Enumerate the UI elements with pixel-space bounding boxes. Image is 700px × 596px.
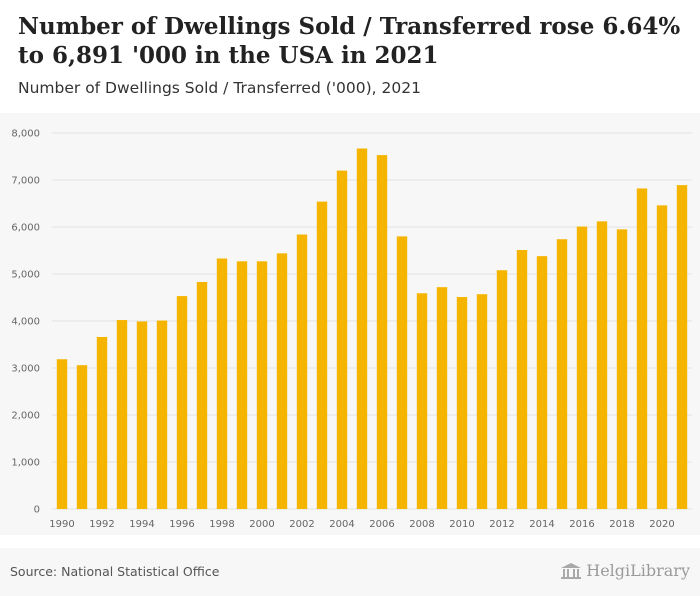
bar-1993[interactable] xyxy=(116,320,128,509)
bar-2007[interactable] xyxy=(396,236,408,509)
x-tick-label: 2010 xyxy=(449,519,474,530)
bar-1997[interactable] xyxy=(196,281,208,509)
y-tick-label: 0 xyxy=(34,505,40,516)
library-building-icon xyxy=(561,562,582,579)
y-tick-label: 7,000 xyxy=(11,176,40,187)
x-tick-label: 1994 xyxy=(129,519,154,530)
x-tick-label: 2006 xyxy=(369,519,394,530)
bar-1999[interactable] xyxy=(236,261,248,509)
bar-2017[interactable] xyxy=(596,221,608,510)
bar-2019[interactable] xyxy=(636,188,648,509)
x-tick-label: 2008 xyxy=(409,519,434,530)
y-axis-labels: 0 1,000 2,000 3,000 4,000 5,000 6,000 7,000 8,00… xyxy=(11,129,40,516)
bar-2012[interactable] xyxy=(496,270,508,509)
x-tick-label: 1998 xyxy=(209,519,234,530)
x-tick-label: 2016 xyxy=(569,519,594,530)
y-tick-label: 2,000 xyxy=(11,411,40,422)
bar-2002[interactable] xyxy=(296,234,308,509)
bar-1992[interactable] xyxy=(96,336,108,509)
bar-2005[interactable] xyxy=(356,148,368,509)
bar-2020[interactable] xyxy=(656,205,668,509)
x-tick-label: 2004 xyxy=(329,519,354,530)
x-tick-label: 2002 xyxy=(289,519,314,530)
bar-1996[interactable] xyxy=(176,296,188,509)
source-note: Source: National Statistical Office xyxy=(10,564,220,579)
bar-2008[interactable] xyxy=(416,293,428,509)
bar-chart: 0 1,000 2,000 3,000 4,000 5,000 6,000 7,000 8,00… xyxy=(11,129,692,530)
x-axis-labels: 1990 1992 1994 1996 1998 2000 2002 2004 2006 2008… xyxy=(49,519,674,530)
page-title: Number of Dwellings Sold / Transferred r… xyxy=(18,13,681,69)
bar-2004[interactable] xyxy=(336,170,348,509)
x-tick-label: 2000 xyxy=(249,519,274,530)
x-tick-label: 2020 xyxy=(649,519,674,530)
y-tick-label: 3,000 xyxy=(11,364,40,375)
bar-1991[interactable] xyxy=(76,365,88,509)
y-tick-label: 4,000 xyxy=(11,317,40,328)
bar-2015[interactable] xyxy=(556,239,568,509)
grid-lines xyxy=(52,132,692,510)
footer: Source: National Statistical Office Helg… xyxy=(0,548,700,596)
brand-name: HelgiLibrary xyxy=(586,561,690,580)
bar-1990[interactable] xyxy=(56,359,68,509)
chart-subtitle: Number of Dwellings Sold / Transferred (… xyxy=(18,79,421,97)
bar-2006[interactable] xyxy=(376,155,388,509)
bar-2013[interactable] xyxy=(516,250,528,509)
bar-1994[interactable] xyxy=(136,321,148,509)
y-tick-label: 8,000 xyxy=(11,129,40,140)
bar-1998[interactable] xyxy=(216,258,228,509)
brand-logo[interactable]: HelgiLibrary xyxy=(560,561,690,580)
bar-1995[interactable] xyxy=(156,320,168,509)
bar-2003[interactable] xyxy=(316,201,328,509)
x-tick-label: 1992 xyxy=(89,519,114,530)
y-tick-label: 6,000 xyxy=(11,223,40,234)
bar-2010[interactable] xyxy=(456,297,468,509)
bar-2018[interactable] xyxy=(616,229,628,509)
y-tick-label: 5,000 xyxy=(11,270,40,281)
bar-2021[interactable] xyxy=(676,185,688,510)
x-tick-label: 1996 xyxy=(169,519,194,530)
x-tick-label: 1990 xyxy=(49,519,74,530)
y-tick-label: 1,000 xyxy=(11,458,40,469)
bar-2000[interactable] xyxy=(256,261,268,509)
x-tick-label: 2014 xyxy=(529,519,554,530)
chart-area: 0 1,000 2,000 3,000 4,000 5,000 6,000 7,000 8,00… xyxy=(0,113,700,535)
bar-2014[interactable] xyxy=(536,256,548,509)
bars xyxy=(56,148,688,510)
bar-2009[interactable] xyxy=(436,287,448,509)
x-tick-label: 2018 xyxy=(609,519,634,530)
bar-2011[interactable] xyxy=(476,294,488,509)
x-tick-label: 2012 xyxy=(489,519,514,530)
bar-2016[interactable] xyxy=(576,226,588,509)
bar-2001[interactable] xyxy=(276,253,288,509)
